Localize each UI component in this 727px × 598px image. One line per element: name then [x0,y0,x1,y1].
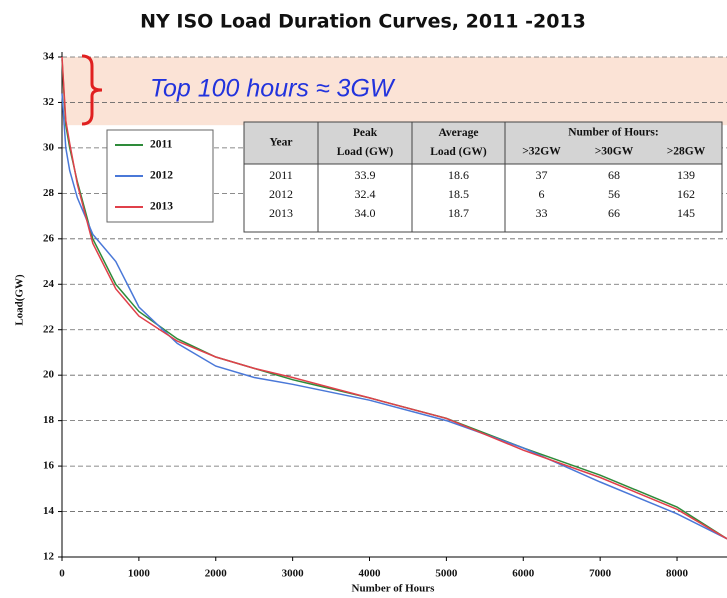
x-tick-label: 1000 [128,568,151,580]
y-tick-label: 34 [43,51,55,63]
table-cell: 32.4 [355,187,376,201]
table-cell: 33 [536,206,548,220]
y-tick-label: 32 [43,96,55,108]
bracket [81,54,103,126]
y-tick-label: 28 [43,187,55,199]
y-tick-label: 12 [43,551,55,563]
legend-label: 2011 [150,139,173,151]
table-subheader: >28GW [667,146,706,158]
highlight-band [62,57,727,126]
annotation: Top 100 hours ≈ 3GW [150,75,396,103]
x-tick-label: 7000 [589,568,612,580]
table-cell: 18.6 [448,168,469,182]
x-tick-label: 0 [59,568,65,580]
x-tick-label: 4000 [359,568,382,580]
y-tick-label: 18 [43,414,55,426]
y-tick-label: 16 [43,460,55,472]
y-tick-label: 20 [43,369,55,381]
table-header: Number of Hours: [568,127,659,139]
table-cell: 2012 [269,187,293,201]
table-cell: 56 [608,187,620,201]
x-axis-label: Number of Hours [352,583,436,595]
table-cell: 145 [677,206,695,220]
x-tick-label: 6000 [512,568,535,580]
table-cell: 34.0 [355,206,376,220]
table-cell: 37 [536,168,548,182]
y-tick-label: 14 [43,505,55,517]
table-subheader: >30GW [595,146,634,158]
table-cell: 2013 [269,206,293,220]
table-cell: 68 [608,168,620,182]
table-cell: 2011 [269,168,293,182]
chart-title: NY ISO Load Duration Curves, 2011 -2013 [140,11,586,33]
table-cell: 18.5 [448,187,469,201]
y-axis-label: Load(GW) [14,274,26,326]
y-tick-label: 24 [43,278,55,290]
y-tick-label: 26 [43,232,55,244]
series-line [61,56,727,540]
table-cell: 33.9 [355,168,376,182]
y-tick-label: 30 [43,141,55,153]
table-cell: 6 [539,187,545,201]
x-tick-label: 8000 [666,568,689,580]
x-tick-label: 2000 [205,568,228,580]
y-tick-label: 22 [43,323,55,335]
x-tick-label: 5000 [435,568,458,580]
table-header: Peak Load (GW) [337,127,394,158]
table-cell: 162 [677,187,695,201]
legend-label: 2012 [150,170,173,182]
table-cell: 18.7 [448,206,469,220]
x-tick-label: 3000 [282,568,305,580]
table-header: Average Load (GW) [430,127,487,158]
table-header: Year [270,137,293,149]
table-subheader: >32GW [522,146,561,158]
table-header-bg [243,121,723,165]
legend-label: 2013 [150,201,173,213]
table-cell: 139 [677,168,695,182]
table-cell: 66 [608,206,620,220]
